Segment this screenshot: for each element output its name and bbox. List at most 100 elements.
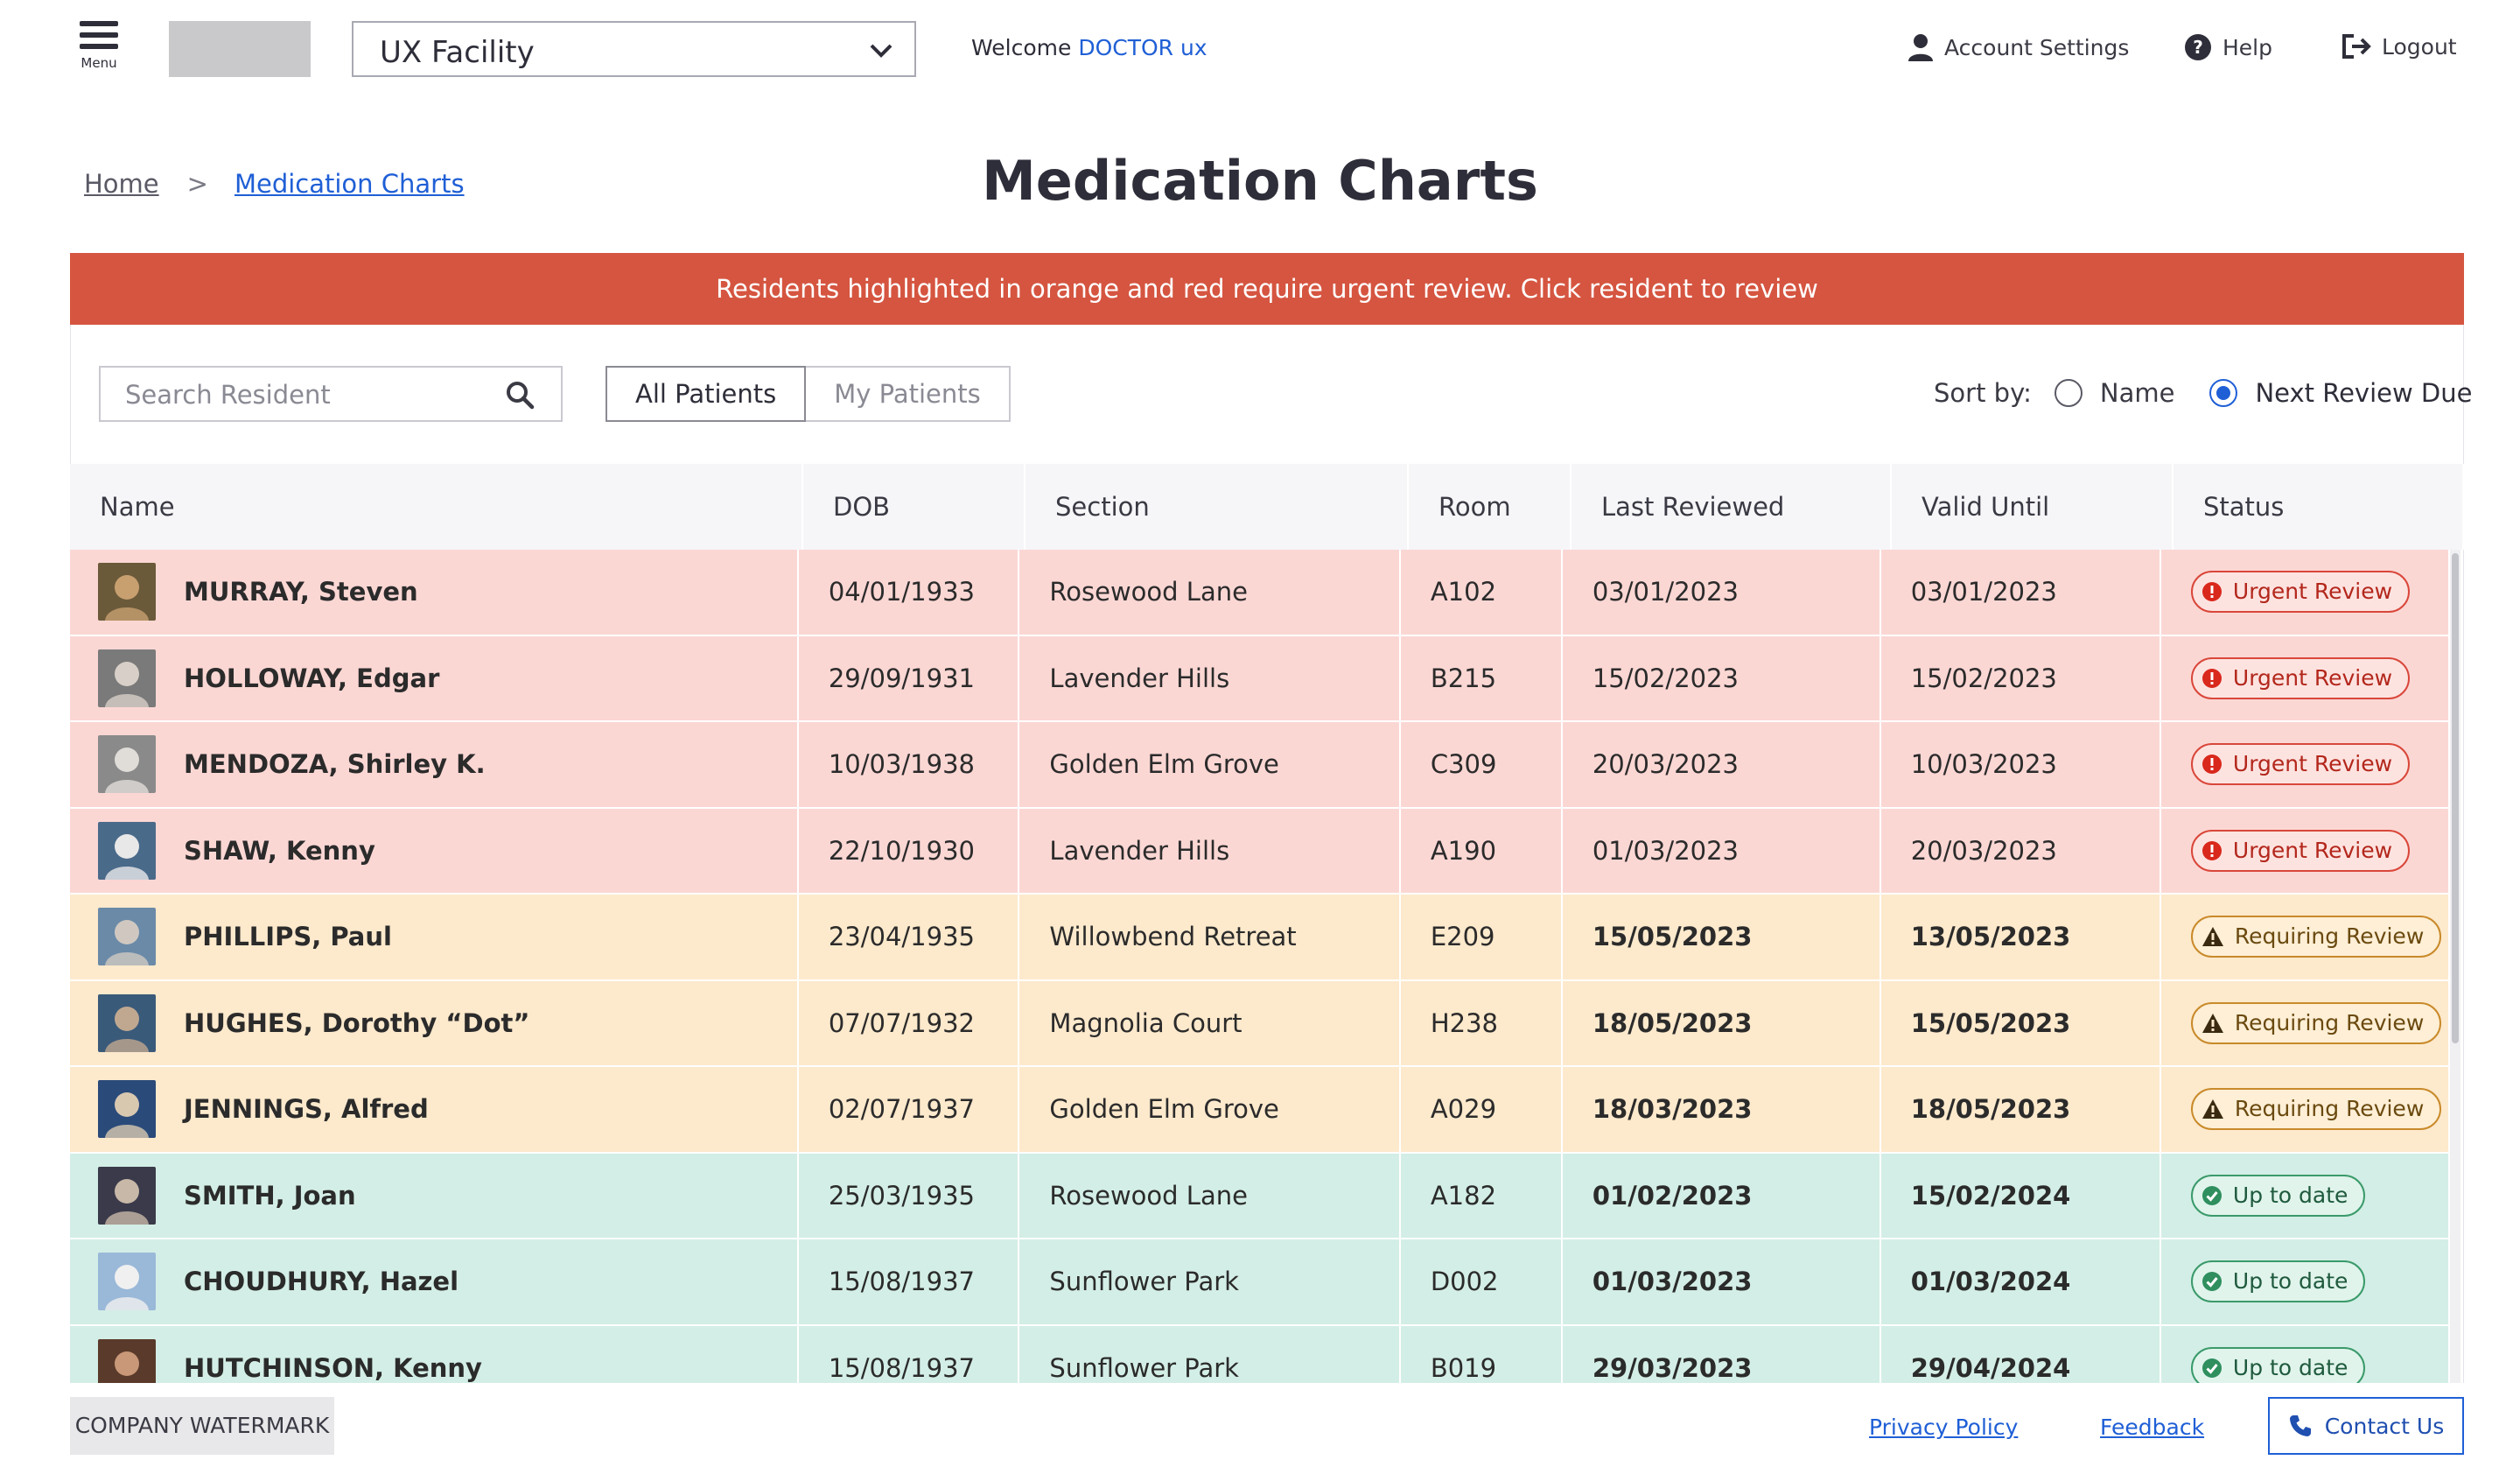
status-badge: Up to date	[2190, 1260, 2366, 1302]
logout-link[interactable]: Logout	[2342, 33, 2457, 60]
resident-name[interactable]: HOLLOWAY, Edgar	[184, 663, 440, 693]
breadcrumb-home[interactable]: Home	[84, 169, 159, 199]
privacy-policy-link[interactable]: Privacy Policy	[1869, 1414, 2019, 1440]
feedback-link[interactable]: Feedback	[2100, 1414, 2205, 1440]
status-badge: Requiring Review	[2190, 916, 2442, 958]
cell-section: Rosewood Lane	[1019, 550, 1401, 635]
column-header-last[interactable]: Last Reviewed	[1572, 464, 1892, 550]
facility-select[interactable]: UX Facility	[352, 21, 916, 77]
sort-next-review-label[interactable]: Next Review Due	[2255, 378, 2473, 408]
welcome-text: Welcome DOCTOR ux	[971, 35, 1208, 60]
resident-name[interactable]: SHAW, Kenny	[184, 835, 375, 866]
resident-name[interactable]: JENNINGS, Alfred	[184, 1094, 429, 1125]
avatar	[98, 1253, 156, 1311]
cell-section: Willowbend Retreat	[1019, 895, 1401, 979]
contact-us-label: Contact Us	[2324, 1413, 2445, 1439]
cell-room: A182	[1401, 1153, 1563, 1238]
column-header-name[interactable]: Name	[70, 464, 803, 550]
cell-dob: 15/08/1937	[799, 1239, 1020, 1324]
status-badge-label: Requiring Review	[2234, 1096, 2425, 1121]
search-box	[99, 366, 563, 422]
search-icon[interactable]	[505, 380, 535, 410]
table-row[interactable]: PHILLIPS, Paul 23/04/1935 Willowbend Retre…	[70, 895, 2450, 981]
resident-name[interactable]: MENDOZA, Shirley K.	[184, 749, 486, 780]
cell-section: Rosewood Lane	[1019, 1153, 1401, 1238]
check-circle-icon	[2202, 1358, 2222, 1378]
avatar	[98, 649, 156, 707]
status-badge-label: Up to date	[2232, 1268, 2348, 1294]
resident-name-cell: HUGHES, Dorothy “Dot”	[70, 980, 799, 1065]
resident-name[interactable]: MURRAY, Steven	[184, 577, 418, 607]
status-badge-label: Up to date	[2232, 1182, 2348, 1208]
cell-room: E209	[1401, 895, 1563, 979]
avatar	[98, 563, 156, 621]
avatar	[98, 993, 156, 1052]
menu-label: Menu	[80, 55, 117, 71]
avatar	[98, 908, 156, 966]
top-bar: Menu UX Facility Welcome DOCTOR ux Accou…	[0, 0, 2520, 96]
table-body: MURRAY, Steven 04/01/1933 Rosewood Lane A10…	[70, 550, 2450, 1383]
cell-dob: 07/07/1932	[799, 980, 1020, 1065]
resident-name[interactable]: SMITH, Joan	[184, 1180, 356, 1211]
residents-table: Name DOB Section Room Last Reviewed Valid Unt…	[70, 464, 2464, 1383]
table-row[interactable]: CHOUDHURY, Hazel 15/08/1937 Sunflower Park…	[70, 1239, 2450, 1326]
warning-triangle-icon	[2202, 1099, 2223, 1119]
column-header-valid[interactable]: Valid Until	[1892, 464, 2174, 550]
cell-valid: 20/03/2023	[1881, 808, 2161, 893]
sort-name-label[interactable]: Name	[2099, 378, 2175, 408]
status-badge: Urgent Review	[2190, 743, 2411, 785]
menu-button[interactable]: Menu	[77, 21, 121, 77]
cell-dob: 04/01/1933	[799, 550, 1020, 635]
chevron-right-icon: >	[186, 169, 208, 199]
column-header-dob[interactable]: DOB	[803, 464, 1026, 550]
resident-name[interactable]: HUGHES, Dorothy “Dot”	[184, 1007, 530, 1038]
resident-name[interactable]: HUTCHINSON, Kenny	[184, 1352, 482, 1383]
hamburger-icon-bar	[80, 32, 118, 38]
sort-name-radio[interactable]	[2054, 379, 2082, 407]
table-row[interactable]: HUGHES, Dorothy “Dot” 07/07/1932 Magnolia …	[70, 980, 2450, 1067]
cell-section: Sunflower Park	[1019, 1325, 1401, 1383]
table-scrollbar-thumb[interactable]	[2452, 553, 2459, 1043]
cell-dob: 25/03/1935	[799, 1153, 1020, 1238]
table-row[interactable]: MURRAY, Steven 04/01/1933 Rosewood Lane A10…	[70, 550, 2450, 636]
cell-valid: 15/02/2023	[1881, 635, 2161, 720]
column-header-section[interactable]: Section	[1026, 464, 1409, 550]
table-row[interactable]: JENNINGS, Alfred 02/07/1937 Golden Elm Gro…	[70, 1067, 2450, 1154]
sort-next-review-radio[interactable]	[2209, 379, 2238, 407]
column-header-status[interactable]: Status	[2174, 464, 2464, 550]
warning-triangle-icon	[2202, 927, 2223, 946]
table-row[interactable]: SMITH, Joan 25/03/1935 Rosewood Lane A182 01…	[70, 1153, 2450, 1239]
resident-name[interactable]: CHOUDHURY, Hazel	[184, 1267, 459, 1297]
column-header-room[interactable]: Room	[1409, 464, 1572, 550]
resident-name[interactable]: PHILLIPS, Paul	[184, 922, 392, 952]
cell-dob: 10/03/1938	[799, 722, 1020, 807]
cell-last: 18/03/2023	[1563, 1067, 1881, 1152]
breadcrumb-current[interactable]: Medication Charts	[234, 169, 465, 199]
tab-all-patients[interactable]: All Patients	[606, 366, 807, 422]
status-badge: Urgent Review	[2190, 656, 2411, 699]
search-input[interactable]	[125, 378, 493, 411]
resident-name-cell: SMITH, Joan	[70, 1153, 799, 1238]
cell-dob: 23/04/1935	[799, 895, 1020, 979]
sort-control: Sort by: Name Next Review Due	[1934, 378, 2472, 408]
alert-circle-icon	[2202, 582, 2222, 601]
table-row[interactable]: HOLLOWAY, Edgar 29/09/1931 Lavender Hills B…	[70, 635, 2450, 722]
patient-filter-tabs: All Patients My Patients	[606, 366, 1011, 422]
tab-my-patients[interactable]: My Patients	[806, 366, 1011, 422]
table-row[interactable]: MENDOZA, Shirley K. 10/03/1938 Golden Elm …	[70, 722, 2450, 809]
user-name-link[interactable]: DOCTOR ux	[1078, 35, 1208, 60]
status-badge-label: Urgent Review	[2232, 579, 2393, 604]
cell-valid: 03/01/2023	[1881, 550, 2161, 635]
check-circle-icon	[2202, 1272, 2222, 1291]
cell-room: C309	[1401, 722, 1563, 807]
help-link[interactable]: ? Help	[2184, 33, 2272, 61]
table-row[interactable]: SHAW, Kenny 22/10/1930 Lavender Hills A190 0…	[70, 808, 2450, 895]
status-cell: Urgent Review	[2161, 722, 2450, 807]
avatar	[98, 1166, 156, 1225]
cell-last: 15/05/2023	[1563, 895, 1881, 979]
cell-section: Magnolia Court	[1019, 980, 1401, 1065]
contact-us-button[interactable]: Contact Us	[2268, 1397, 2464, 1455]
cell-valid: 10/03/2023	[1881, 722, 2161, 807]
table-row[interactable]: HUTCHINSON, Kenny 15/08/1937 Sunflower Par…	[70, 1325, 2450, 1383]
account-settings-link[interactable]: Account Settings	[1908, 33, 2129, 61]
